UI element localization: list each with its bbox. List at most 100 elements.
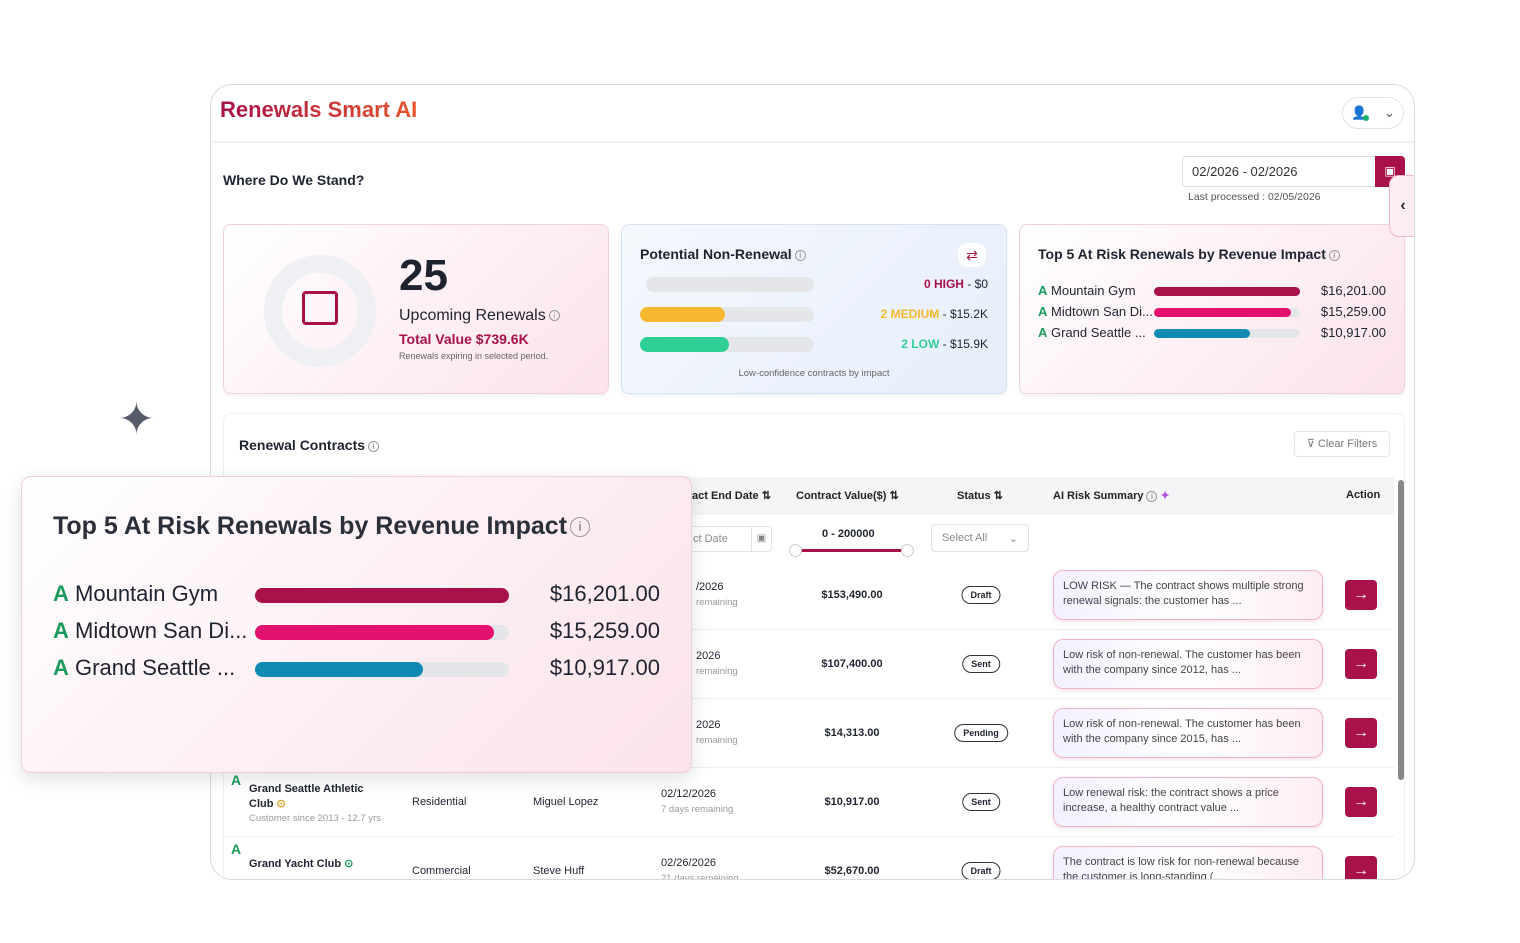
top5-card: Top 5 At Risk Renewals by Revenue Impact… [1019, 224, 1405, 394]
top5-title: Top 5 At Risk Renewals by Revenue Impact [1038, 246, 1326, 262]
arrow-right-icon: → [1353, 586, 1369, 603]
info-icon[interactable]: i [570, 517, 591, 538]
col-action: Action [1346, 489, 1381, 501]
status-badge: Draft [961, 586, 1001, 604]
ai-risk-summary[interactable]: LOW RISK — The contract shows multiple s… [1053, 570, 1323, 620]
contracts-title: Renewal Contracts [239, 437, 366, 453]
customer-name[interactable]: Grand Seattle Athletic Club ⊙ [249, 783, 364, 810]
ai-risk-summary[interactable]: Low renewal risk: the contract shows a p… [1053, 777, 1323, 827]
table-row[interactable]: A Grand Seattle Athletic Club ⊙ Customer… [224, 768, 1394, 837]
customer-since: Customer since 2013 - 12.7 yrs [249, 813, 382, 824]
ai-risk-summary[interactable]: The contract is low risk for non-renewal… [1053, 846, 1323, 879]
chevron-down-icon: ⌄ [1383, 105, 1395, 120]
wallet-icon [302, 291, 338, 325]
info-icon[interactable]: i [1328, 249, 1340, 261]
top5-bar-fill [1154, 286, 1300, 296]
status-filter[interactable]: Select All ⌄ [931, 524, 1029, 552]
open-contract-button[interactable]: → [1345, 718, 1377, 748]
top5-item[interactable]: A Midtown San Di... [1038, 304, 1153, 319]
value-range: 0 - 200000 [822, 528, 875, 540]
range-slider[interactable] [796, 549, 908, 552]
risk-bar-fill [640, 337, 729, 352]
upcoming-renewals-card: 25 Upcoming Renewals i Total Value $739.6… [223, 224, 609, 394]
sparkle-icon: ✦ [118, 395, 155, 444]
col-end-date[interactable]: act End Date ⇅ [692, 490, 771, 502]
sparkle-icon: ✦ [1160, 490, 1170, 502]
ai-risk-summary[interactable]: Low risk of non-renewal. The customer ha… [1053, 639, 1323, 689]
grade-badge: A [231, 772, 242, 788]
non-renewal-card: Potential Non-Renewal i ⇄ 0 HIGH - $0 2 ME… [621, 224, 1007, 394]
end-date: 2026 [696, 719, 721, 731]
days-remaining: 7 days remaining [661, 804, 734, 815]
arrow-right-icon: → [1353, 862, 1369, 879]
col-status[interactable]: Status ⇅ [957, 490, 1003, 502]
info-icon[interactable]: i [368, 440, 380, 452]
top5-value: $16,201.00 [1320, 283, 1386, 298]
arrow-right-icon: → [1353, 724, 1369, 741]
upcoming-label: Upcoming Renewals [399, 307, 546, 324]
top5-bar-fill [255, 624, 494, 640]
end-date: 02/26/2026 [661, 857, 717, 869]
status-badge: Draft [961, 862, 1001, 879]
upcoming-count: 25 [399, 251, 448, 300]
swap-icon[interactable]: ⇄ [958, 243, 986, 267]
open-contract-button[interactable]: → [1345, 580, 1377, 610]
non-renewal-title: Potential Non-Renewal [640, 246, 792, 262]
user-menu[interactable]: 👤 ⌄ [1342, 97, 1404, 129]
end-date-filter[interactable]: ct Date ▣ [684, 526, 772, 552]
trend-icon: ⊙ [344, 858, 354, 870]
top5-value: $10,917.00 [1320, 325, 1386, 340]
contract-value: $153,490.00 [821, 589, 883, 601]
table-row[interactable]: A Grand Yacht Club ⊙ Customer since 2013… [224, 837, 1394, 880]
info-icon[interactable]: i [548, 310, 560, 322]
col-contract-value[interactable]: Contract Value($) ⇅ [796, 490, 899, 502]
contract-value: $10,917.00 [824, 796, 880, 808]
customer-name[interactable]: Grand Yacht Club ⊙ [249, 858, 354, 870]
range-max-handle[interactable] [901, 544, 914, 557]
status-badge: Pending [954, 724, 1008, 742]
ai-risk-summary[interactable]: Low risk of non-renewal. The customer ha… [1053, 708, 1323, 758]
open-contract-button[interactable]: → [1345, 856, 1377, 879]
end-date: /2026 [696, 581, 724, 593]
days-remaining: 21 days remaining [661, 873, 739, 880]
top5-item[interactable]: A Midtown San Di... [53, 618, 248, 643]
top5-value: $16,201.00 [549, 581, 660, 606]
top5-bar-fill [255, 661, 423, 677]
account-manager: Steve Huff [533, 865, 585, 877]
top5-bar-fill [1154, 307, 1292, 317]
clear-filters-button[interactable]: ⊽ Clear Filters [1294, 431, 1390, 457]
top5-item[interactable]: A Grand Seattle ... [53, 655, 236, 680]
clear-filters-label: Clear Filters [1317, 438, 1378, 450]
top5-item[interactable]: A Grand Seattle ... [1038, 325, 1146, 340]
arrow-right-icon: → [1353, 793, 1369, 810]
days-remaining: remaining [696, 666, 738, 677]
open-contract-button[interactable]: → [1345, 649, 1377, 679]
scrollbar[interactable] [1398, 480, 1404, 780]
risk-level: 2 LOW - $15.9K [901, 337, 988, 351]
non-renewal-footer: Low-confidence contracts by impact [738, 368, 890, 379]
top5-item[interactable]: A Mountain Gym [53, 581, 219, 606]
filter-icon: ⊽ [1306, 438, 1318, 450]
table-row[interactable]: 2026 remaining $14,313.00 Pending Low ris… [224, 699, 1394, 768]
status-badge: Sent [962, 793, 1000, 811]
chevron-down-icon: ⌄ [1008, 533, 1018, 545]
status-badge: Sent [962, 655, 1000, 673]
top5-bar-fill [255, 587, 509, 603]
arrow-right-icon: → [1353, 655, 1369, 672]
last-processed: Last processed : 02/05/2026 [1188, 191, 1321, 203]
table-row[interactable]: 2026 remaining $107,400.00 Sent Low risk … [224, 630, 1394, 699]
date-range-value: 02/2026 - 02/2026 [1192, 164, 1298, 179]
table-row[interactable]: /2026 remaining $153,490.00 Draft LOW RIS… [224, 561, 1394, 630]
top-bar: Renewals Smart AI 👤 ⌄ [211, 85, 1414, 143]
date-range-input[interactable]: 02/2026 - 02/2026 ▣ [1182, 156, 1405, 187]
grade-badge: A [231, 841, 242, 857]
top5-item[interactable]: A Mountain Gym [1038, 283, 1136, 298]
risk-bar-track [646, 277, 814, 292]
account-manager: Miguel Lopez [533, 796, 599, 808]
upcoming-note: Renewals expiring in selected period. [399, 351, 549, 361]
range-min-handle[interactable] [789, 544, 802, 557]
collapse-panel-button[interactable]: ‹ [1389, 175, 1414, 237]
info-icon[interactable]: i [794, 249, 806, 261]
col-ai-summary: AI Risk Summary i ✦ [1053, 490, 1170, 502]
open-contract-button[interactable]: → [1345, 787, 1377, 817]
